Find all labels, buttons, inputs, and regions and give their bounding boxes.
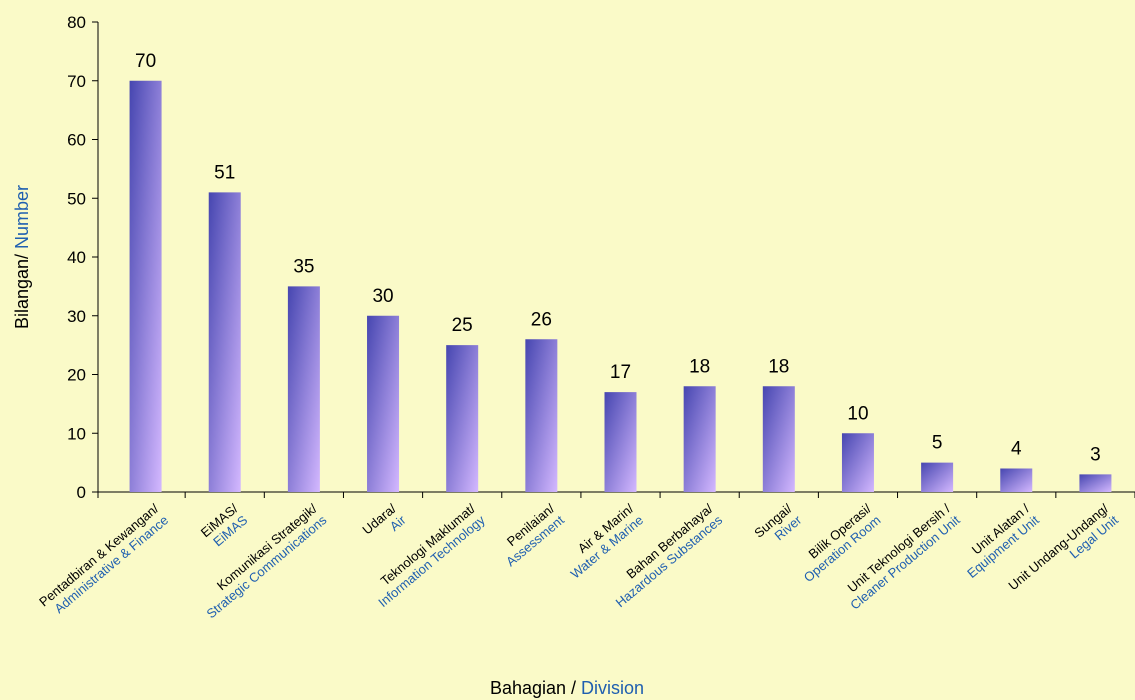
x-tick-label: Sungai/River bbox=[751, 501, 805, 544]
bar bbox=[129, 80, 162, 492]
y-axis-title-en: Number bbox=[12, 185, 32, 249]
y-tick-label: 60 bbox=[67, 131, 86, 150]
bar bbox=[208, 192, 241, 492]
x-tick-label-ms: Pentadbiran & Kewangan/ bbox=[36, 501, 162, 610]
y-tick-label: 80 bbox=[67, 13, 86, 32]
value-label: 35 bbox=[293, 256, 314, 277]
bar bbox=[604, 392, 637, 492]
x-tick-label: EiMAS/EiMAS bbox=[198, 501, 251, 550]
value-label: 17 bbox=[610, 362, 631, 383]
value-label: 10 bbox=[847, 403, 868, 424]
value-label: 30 bbox=[372, 286, 393, 307]
y-tick-label: 50 bbox=[67, 189, 86, 208]
value-label: 51 bbox=[214, 162, 235, 183]
x-tick-label: Udara/Air bbox=[359, 501, 409, 538]
bar bbox=[762, 386, 795, 492]
bar bbox=[683, 386, 716, 492]
y-tick-label: 70 bbox=[67, 72, 86, 91]
y-axis-title-ms: Bilangan/ bbox=[12, 254, 32, 329]
bar bbox=[921, 462, 954, 492]
value-label: 18 bbox=[768, 356, 789, 377]
y-tick-label: 0 bbox=[77, 483, 86, 502]
bar bbox=[841, 433, 874, 492]
y-tick-label: 20 bbox=[67, 366, 86, 385]
x-tick-label: Pentadbiran & Kewangan/Administrative & … bbox=[36, 501, 171, 617]
value-label: 5 bbox=[932, 433, 943, 454]
value-label: 4 bbox=[1011, 439, 1022, 460]
x-tick-label: Penilaian/Assessment bbox=[503, 501, 567, 570]
y-tick-label: 40 bbox=[67, 248, 86, 267]
value-label: 25 bbox=[452, 315, 473, 336]
y-tick-label: 10 bbox=[67, 424, 86, 443]
x-axis-title-ms: Bahagian / bbox=[490, 678, 576, 698]
bar bbox=[525, 339, 558, 492]
value-label: 26 bbox=[531, 309, 552, 330]
value-label: 3 bbox=[1090, 444, 1101, 465]
x-axis-title: Bahagian / Division bbox=[490, 678, 644, 698]
bar bbox=[446, 345, 479, 492]
bar bbox=[367, 315, 400, 492]
value-label: 70 bbox=[135, 51, 156, 72]
x-axis-title-en: Division bbox=[581, 678, 644, 698]
value-label: 18 bbox=[689, 356, 710, 377]
bar bbox=[1000, 468, 1033, 492]
y-axis-title: Bilangan/ Number bbox=[12, 185, 32, 329]
x-tick-label-en: Administrative & Finance bbox=[51, 512, 171, 616]
bar bbox=[287, 286, 320, 492]
y-tick-label: 30 bbox=[67, 307, 86, 326]
bar bbox=[1079, 474, 1112, 492]
